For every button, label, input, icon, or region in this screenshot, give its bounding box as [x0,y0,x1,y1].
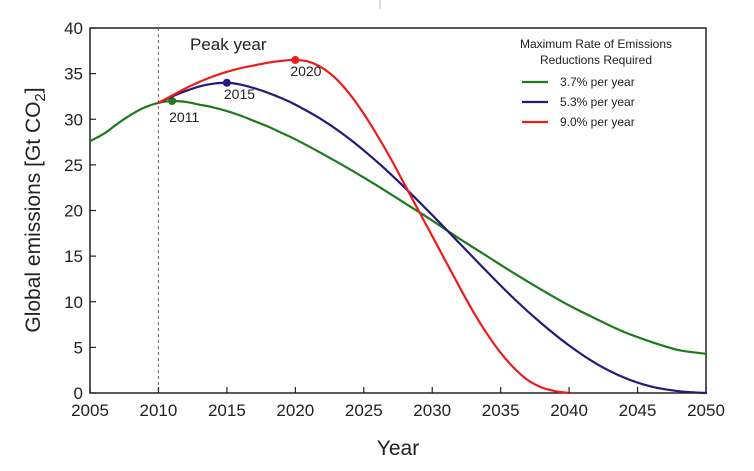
legend-entry-label: 3.7% per year [560,75,635,89]
legend-entry-label: 9.0% per year [560,115,635,129]
peak-marker [168,97,177,105]
series-line [157,81,708,395]
x-tick-label: 2040 [550,401,588,420]
y-tick-label: 40 [64,19,83,38]
y-axis-title-main: Global emissions [Gt CO [22,102,45,333]
peak-marker [222,78,231,87]
peak-marker [291,55,300,64]
series-line [157,58,571,395]
legend-title-line2: Reductions Required [540,53,652,67]
peak-year-annotation: 2020 [290,63,321,79]
y-axis-title: Global emissions [Gt CO2] [22,87,49,332]
y-tick-label: 25 [64,156,83,175]
series-lines: 2011 2015 2020 [88,55,708,395]
x-tick-label: 2025 [345,401,383,420]
x-tick-label: 2005 [71,401,109,420]
y-axis-title-close: ] [22,87,45,93]
peak-year-annotation: 2011 [169,109,199,125]
y-tick-label: 35 [64,65,83,84]
axis-tick-labels: 2005 2010 2015 2020 2025 2030 2035 2040 2045 2050… [64,19,725,420]
peak-year-annotation: 2015 [224,86,255,102]
y-tick-label: 0 [74,384,83,403]
y-tick-label: 20 [64,202,83,221]
series-line [88,99,708,355]
x-tick-label: 2015 [208,401,246,420]
peak-year-label: Peak year [190,35,267,54]
x-tick-label: 2010 [140,401,178,420]
legend-title-line1: Maximum Rate of Emissions [520,37,672,51]
x-tick-label: 2030 [413,401,451,420]
x-tick-label: 2020 [276,401,314,420]
x-axis-title: Year [377,437,419,460]
x-tick-label: 2045 [619,401,657,420]
legend: Maximum Rate of Emissions Reductions Req… [520,37,672,129]
y-tick-label: 30 [64,110,83,129]
y-axis-title-subscript: 2 [32,93,49,101]
axis-ticks [89,27,707,394]
legend-entry-label: 5.3% per year [560,95,635,109]
y-tick-label: 15 [64,247,83,266]
x-tick-label: 2050 [687,401,725,420]
x-tick-label: 2035 [482,401,520,420]
y-tick-label: 5 [74,338,83,357]
y-tick-label: 10 [64,293,83,312]
